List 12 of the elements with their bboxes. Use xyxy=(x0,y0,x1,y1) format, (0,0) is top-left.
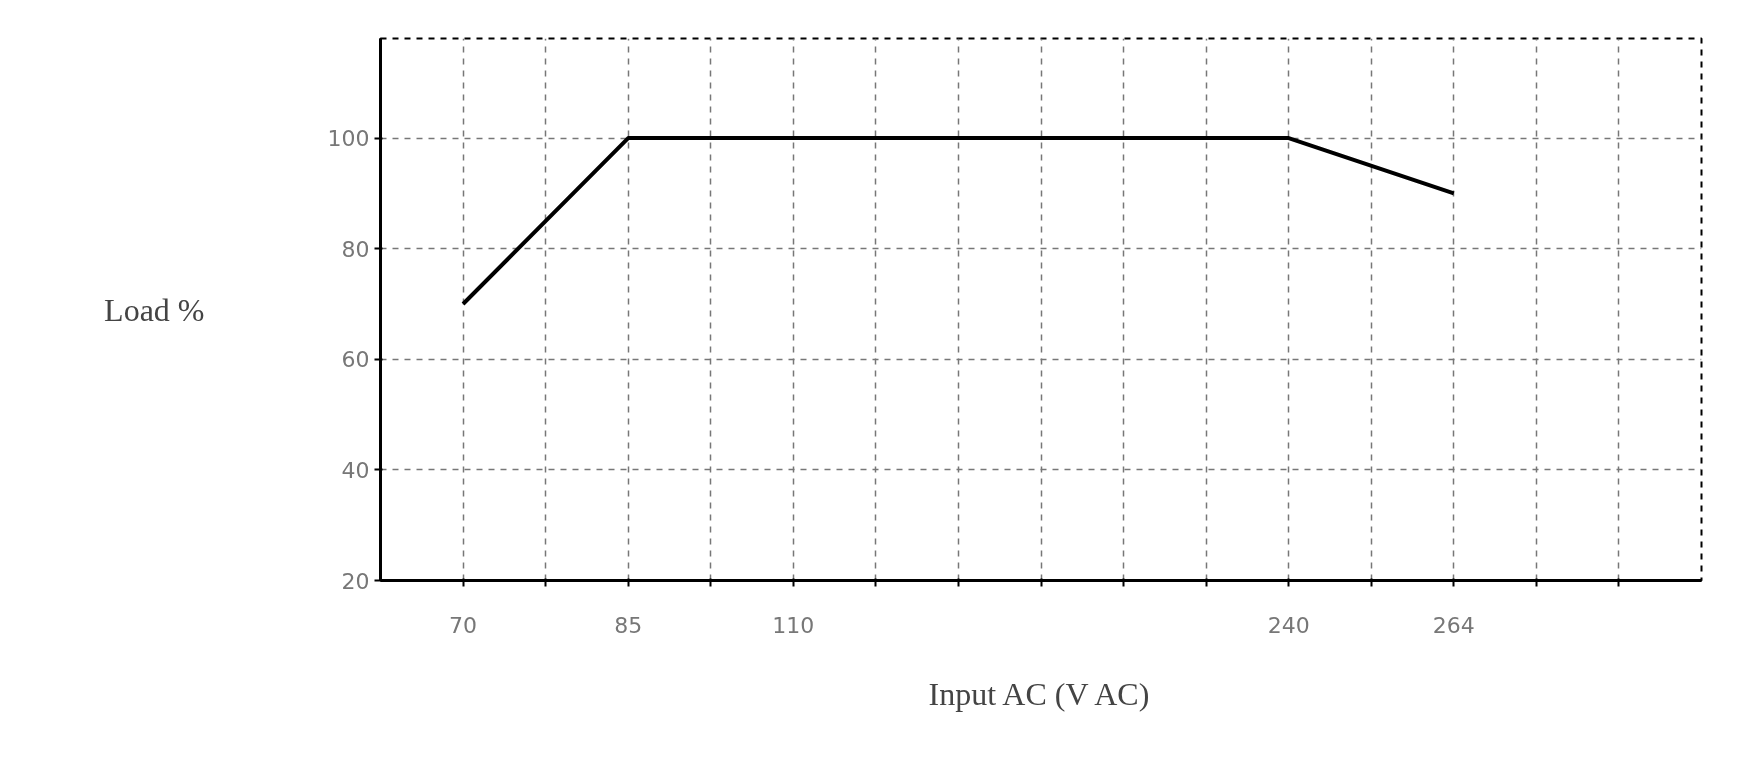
y-axis-title: Load % xyxy=(104,291,205,328)
y-tick-label: 80 xyxy=(341,236,370,262)
x-tick-label: 240 xyxy=(1267,612,1310,638)
y-tick-label: 100 xyxy=(327,126,370,152)
x-tick-label: 264 xyxy=(1432,612,1475,638)
x-tick-label: 70 xyxy=(449,612,478,638)
x-axis-title: Input AC (V AC) xyxy=(928,675,1150,712)
x-tick-label: 85 xyxy=(614,612,643,638)
y-tick-label: 40 xyxy=(341,457,370,483)
y-tick-label: 20 xyxy=(341,568,370,594)
x-tick-label: 110 xyxy=(772,612,815,638)
y-tick-label: 60 xyxy=(341,347,370,373)
